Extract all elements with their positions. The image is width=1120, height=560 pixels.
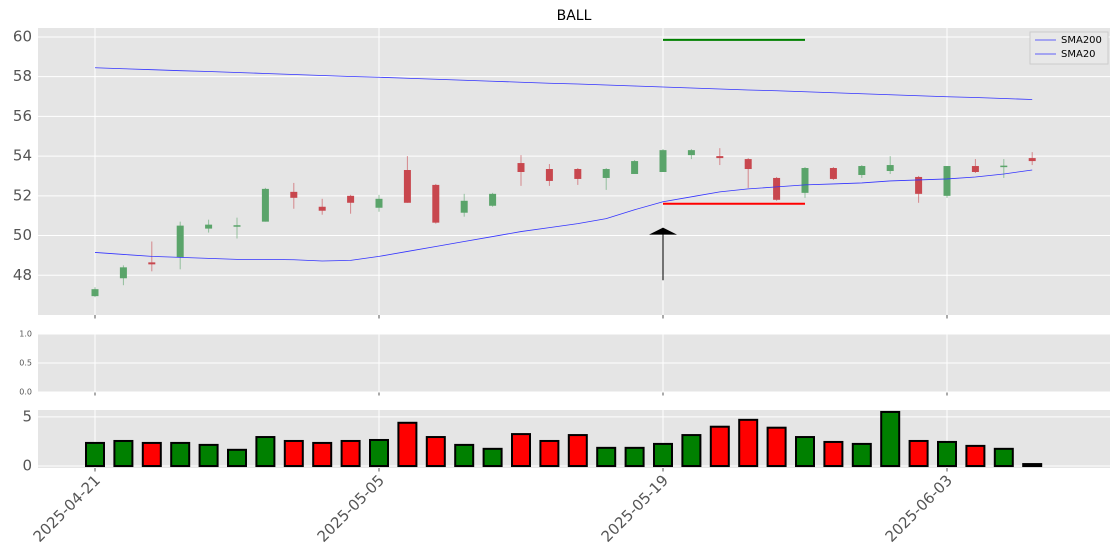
candle-body [1000, 165, 1008, 168]
candle-body [233, 225, 241, 227]
candle-body [261, 188, 269, 222]
volume-bar [227, 448, 247, 468]
sma-line [94, 67, 1033, 100]
volume-bar [85, 441, 105, 468]
candle-body [517, 163, 525, 172]
volume-bar [624, 446, 645, 468]
x-tick-label: 2025-05-05 [314, 471, 388, 545]
candle-body [574, 169, 582, 179]
candle-body [687, 150, 695, 156]
candle-body [659, 150, 667, 172]
candle-body [773, 177, 781, 200]
candle-body [403, 170, 411, 203]
y-tick-label: 56 [13, 107, 32, 125]
volume-bar [312, 441, 333, 468]
volume-bar [482, 447, 503, 468]
volume-bar [539, 439, 560, 468]
plot-background [38, 28, 1110, 315]
candle-body [716, 156, 724, 159]
volume-bar [141, 441, 162, 468]
candle-body [91, 289, 99, 297]
y-tick-label: 54 [13, 147, 32, 165]
x-tick-label: 2025-04-21 [30, 471, 104, 545]
volume-bar [596, 446, 617, 468]
candle-body [1028, 158, 1036, 162]
y-tick-label: 5 [22, 407, 32, 425]
volume-bar [681, 434, 702, 468]
candle-body [971, 166, 979, 172]
arrow-head [649, 227, 677, 235]
candle-body [148, 262, 156, 265]
volume-bar [340, 439, 361, 468]
x-tick-label: 2025-05-19 [598, 471, 672, 545]
volume-bar [511, 433, 531, 468]
y-tick-label: 0.5 [19, 359, 32, 368]
volume-bar [993, 447, 1014, 468]
y-tick-label: 52 [13, 186, 32, 204]
y-tick-label: 58 [13, 67, 32, 85]
candle-body [801, 168, 809, 193]
candle-body [290, 191, 298, 198]
candle-body [886, 165, 894, 172]
chart-title: BALL [557, 8, 592, 24]
y-tick-label: 1.0 [19, 330, 32, 339]
volume-bar [653, 442, 673, 468]
volume-bar [113, 439, 134, 468]
volume-bar [851, 442, 872, 468]
volume-bar [1022, 463, 1043, 468]
candle-body [375, 198, 383, 208]
volume-bar [198, 443, 219, 468]
x-tick-label: 2025-06-03 [882, 471, 956, 545]
candle-body [915, 176, 923, 194]
volume-bar [738, 418, 759, 468]
legend-box [1029, 31, 1109, 65]
volume-bar [766, 426, 787, 468]
candle-body [176, 225, 184, 258]
volume-bar [795, 436, 815, 468]
candle-body [205, 224, 213, 229]
volume-bar [937, 440, 957, 468]
y-tick-label: 60 [13, 27, 32, 45]
volume-bar [823, 440, 844, 468]
y-tick-label: 0.0 [19, 388, 32, 397]
y-tick-label: 0 [22, 457, 32, 475]
volume-bar [880, 410, 901, 468]
volume-bar [567, 434, 588, 468]
candle-body [858, 166, 866, 175]
candle-body [631, 161, 639, 174]
volume-bar [454, 443, 475, 468]
y-tick-label: 50 [13, 226, 32, 244]
volume-bar [965, 444, 986, 468]
candle-body [943, 166, 951, 196]
legend-label: SMA20 [1061, 49, 1096, 60]
candle-body [347, 195, 355, 203]
volume-bar [908, 439, 929, 468]
candle-body [602, 169, 610, 178]
volume-bar [709, 425, 730, 468]
candle-body [432, 184, 440, 223]
candle-body [489, 193, 497, 206]
sma-line [94, 169, 1033, 262]
volume-bar [397, 421, 418, 468]
candle-body [829, 168, 837, 179]
volume-bar [255, 436, 276, 468]
volume-bar [369, 438, 389, 468]
candle-body [460, 200, 468, 213]
volume-bar [170, 441, 191, 468]
volume-bar [425, 436, 446, 468]
y-tick-label: 48 [13, 266, 32, 284]
candle-body [545, 169, 553, 181]
candle-body [119, 267, 127, 279]
legend-label: SMA200 [1061, 35, 1102, 46]
candle-body [744, 159, 752, 170]
legend: SMA200 SMA20 [1029, 31, 1109, 65]
candle-body [318, 206, 326, 211]
volume-bar [283, 439, 304, 468]
